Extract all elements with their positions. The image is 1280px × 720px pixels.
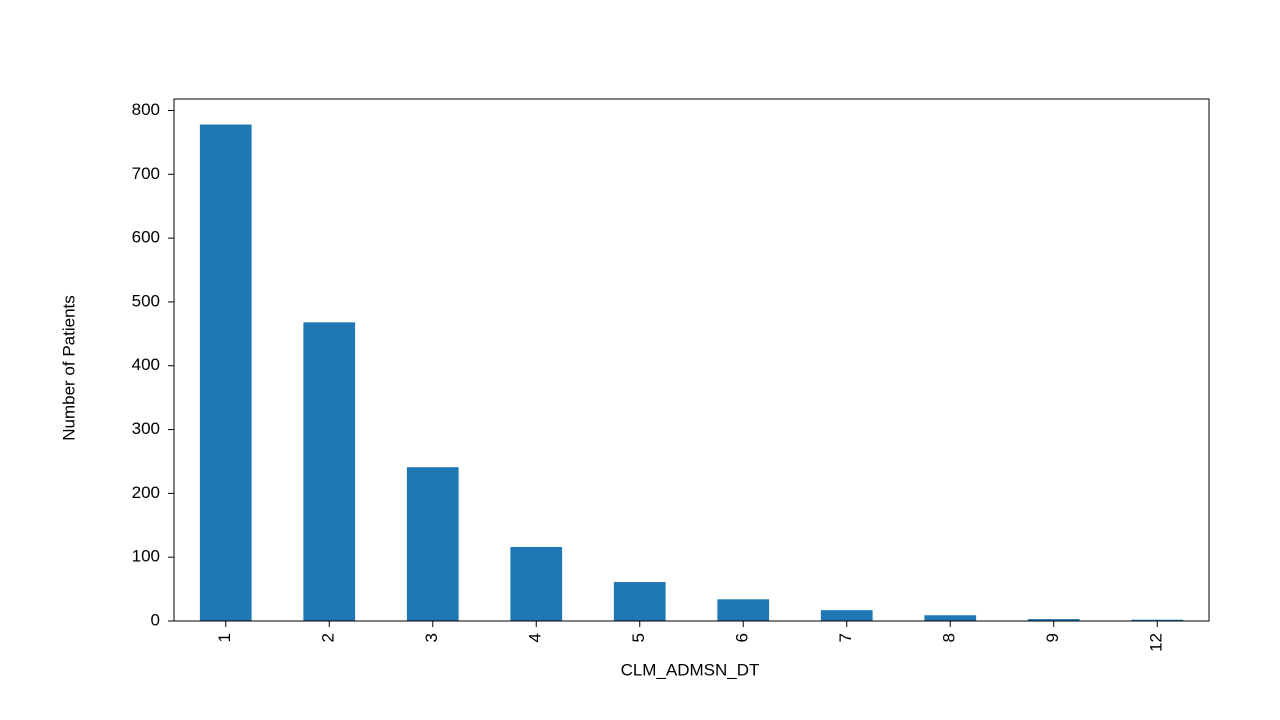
x-tick-label: 5 <box>629 633 648 642</box>
y-tick-label: 400 <box>132 355 160 374</box>
bar <box>406 467 459 621</box>
x-tick-label: 9 <box>1043 633 1062 642</box>
bar <box>717 599 770 621</box>
bar <box>924 615 977 621</box>
bar <box>303 322 356 621</box>
bar <box>820 610 873 621</box>
bar <box>510 546 563 621</box>
x-tick-label: 3 <box>422 633 441 642</box>
y-tick-label: 300 <box>132 419 160 438</box>
x-tick-label: 2 <box>319 633 338 642</box>
x-tick-label: 1 <box>215 633 234 642</box>
plot-frame <box>173 98 1210 622</box>
x-tick-label: 12 <box>1147 633 1166 652</box>
bar <box>613 582 666 621</box>
y-tick-label: 0 <box>151 610 160 629</box>
bar <box>1131 619 1184 621</box>
y-tick-label: 100 <box>132 547 160 566</box>
y-tick-label: 800 <box>132 100 160 119</box>
y-tick-label: 500 <box>132 291 160 310</box>
y-tick-label: 700 <box>132 164 160 183</box>
x-tick-label: 4 <box>526 633 545 642</box>
bar <box>199 124 252 622</box>
y-tick-label: 600 <box>132 228 160 247</box>
x-tick-label: 6 <box>733 633 752 642</box>
y-axis-label: Number of Patients <box>59 295 78 441</box>
x-tick-label: 7 <box>836 633 855 642</box>
y-tick-label: 200 <box>132 483 160 502</box>
x-tick-label: 8 <box>940 633 959 642</box>
x-axis-label: CLM_ADMSN_DT <box>621 660 760 679</box>
bar <box>1027 619 1080 621</box>
